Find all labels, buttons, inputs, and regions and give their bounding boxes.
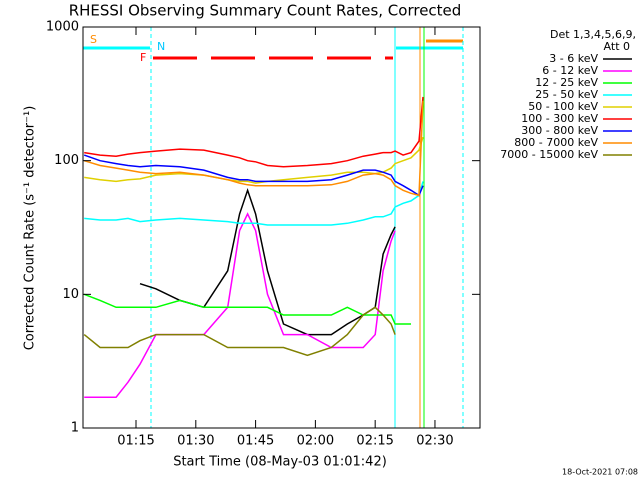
footer: 18-Oct-2021 07:08	[562, 468, 638, 477]
legend-label: 6 - 12 keV	[542, 64, 598, 77]
plot-area	[83, 96, 424, 398]
legend-label: 7000 - 15000 keV	[500, 148, 598, 161]
legend-label: 300 - 800 keV	[521, 124, 598, 137]
legend-label: 12 - 25 keV	[535, 76, 598, 89]
series-line	[84, 96, 424, 168]
series-line	[83, 154, 424, 197]
legend-label: 25 - 50 keV	[535, 88, 598, 101]
chart-title: RHESSI Observing Summary Count Rates, Co…	[69, 2, 462, 20]
x-tick-label: 01:30	[177, 434, 214, 449]
axes-frame	[82, 26, 481, 429]
x-axis-label: Start Time (08-May-03 01:01:42)	[173, 455, 387, 470]
annotation: S	[90, 33, 97, 46]
legend-title: Att 0	[604, 40, 630, 53]
legend-label: 800 - 7000 keV	[514, 136, 598, 149]
series-line	[83, 100, 424, 197]
x-tick-label: 01:45	[237, 434, 274, 449]
legend-title: Det 1,3,4,5,6,9,	[550, 28, 636, 41]
legend-label: 100 - 300 keV	[521, 112, 598, 125]
x-tick-label: 01:15	[117, 434, 154, 449]
legend-label: 3 - 6 keV	[549, 52, 598, 65]
series-line	[83, 306, 396, 357]
series-line	[84, 136, 424, 184]
series-line	[83, 293, 411, 325]
x-tick-label: 02:15	[356, 434, 393, 449]
series-line	[84, 181, 424, 226]
y-axis-label: Corrected Count Rate (s⁻¹ detector⁻¹)	[23, 106, 38, 351]
y-tick-label: 100	[54, 153, 79, 168]
x-tick-label: 02:00	[297, 434, 334, 449]
legend-label: 50 - 100 keV	[528, 100, 598, 113]
y-tick-label: 1000	[46, 20, 79, 35]
y-tick-label: 1	[71, 421, 79, 436]
y-tick-label: 10	[62, 287, 79, 302]
x-tick-label: 02:30	[416, 434, 453, 449]
annotation: N	[157, 40, 165, 53]
series-line	[84, 212, 396, 398]
annotation: F	[140, 51, 146, 64]
